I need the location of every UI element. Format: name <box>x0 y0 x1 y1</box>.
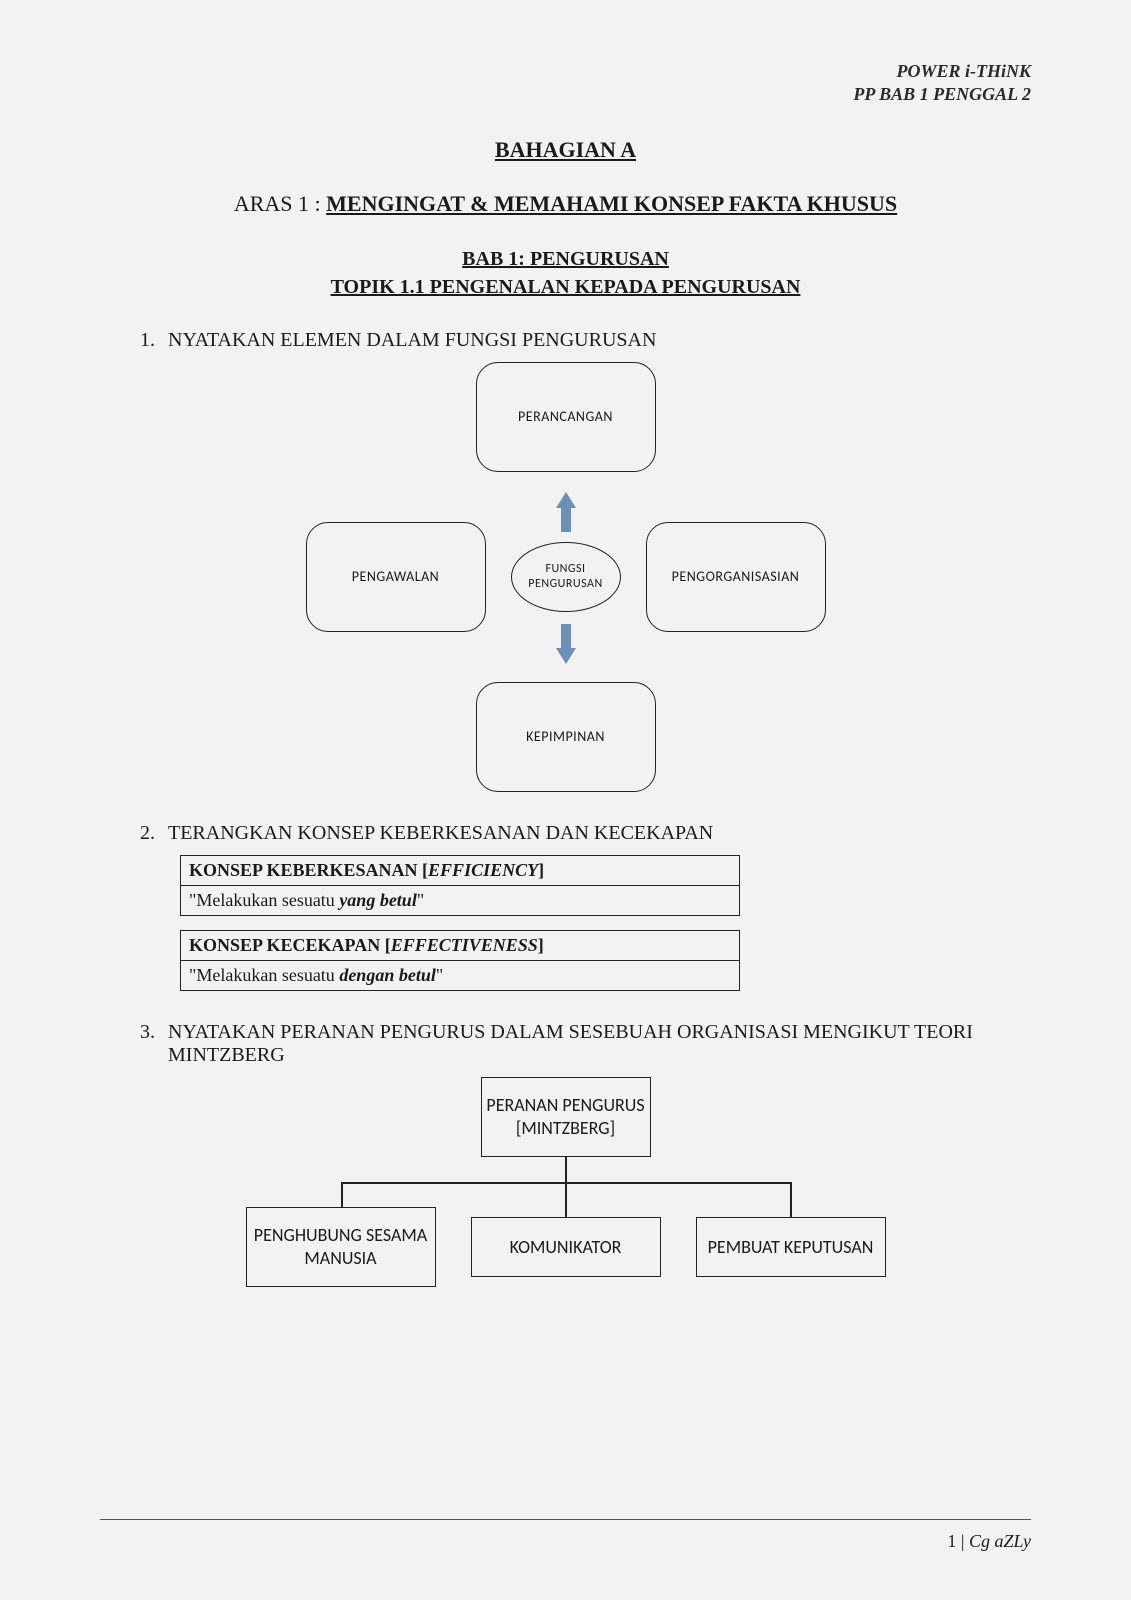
concept-keberkesanan: KONSEP KEBERKESANAN [EFFICIENCY] "Melaku… <box>180 855 740 916</box>
bab-line: BAB 1: PENGURUSAN <box>100 245 1031 273</box>
node-pengawalan: PENGAWALAN <box>306 522 486 632</box>
question-2: 2. TERANGKAN KONSEP KEBERKESANAN DAN KEC… <box>140 822 1031 845</box>
arrow-up-icon <box>556 492 576 532</box>
header-right: POWER i-THiNK PP BAB 1 PENGGAL 2 <box>100 60 1031 107</box>
aras-pre: ARAS 1 : <box>234 191 326 216</box>
concept1-body: "Melakukan sesuatu yang betul" <box>181 886 739 915</box>
connector-line <box>565 1182 567 1217</box>
node-kepimpinan: KEPIMPINAN <box>476 682 656 792</box>
topik-line: TOPIK 1.1 PENGENALAN KEPADA PENGURUSAN <box>100 273 1031 301</box>
connector-line <box>565 1157 567 1182</box>
node-root: PERANAN PENGURUS [MINTZBERG] <box>481 1077 651 1157</box>
signature: Cg aZLy <box>969 1531 1031 1551</box>
node-pengorganisasian: PENGORGANISASIAN <box>646 522 826 632</box>
connector-line <box>341 1182 343 1207</box>
header-line1: POWER i-THiNK <box>100 60 1031 83</box>
node-perancangan: PERANCANGAN <box>476 362 656 472</box>
aras-line: ARAS 1 : MENGINGAT & MEMAHAMI KONSEP FAK… <box>100 191 1031 217</box>
q2-text: TERANGKAN KONSEP KEBERKESANAN DAN KECEKA… <box>168 822 713 845</box>
aras-main: MENGINGAT & MEMAHAMI KONSEP FAKTA KHUSUS <box>326 191 897 216</box>
q3-num: 3. <box>140 1021 168 1067</box>
arrow-down-icon <box>556 624 576 664</box>
footer: 1 | Cg aZLy <box>947 1531 1031 1552</box>
diagram-mintzberg: PERANAN PENGURUS [MINTZBERG] PENGHUBUNG … <box>246 1077 886 1297</box>
concept2-head: KONSEP KECEKAPAN [EFFECTIVENESS] <box>181 931 739 961</box>
concept1-head: KONSEP KEBERKESANAN [EFFICIENCY] <box>181 856 739 886</box>
node-center: FUNGSI PENGURUSAN <box>511 542 621 612</box>
q1-num: 1. <box>140 329 168 352</box>
concept-boxes: KONSEP KEBERKESANAN [EFFICIENCY] "Melaku… <box>180 855 740 991</box>
q2-num: 2. <box>140 822 168 845</box>
concept2-body: "Melakukan sesuatu dengan betul" <box>181 961 739 990</box>
question-3: 3. NYATAKAN PERANAN PENGURUS DALAM SESEB… <box>140 1021 1031 1067</box>
q1-text: NYATAKAN ELEMEN DALAM FUNGSI PENGURUSAN <box>168 329 656 352</box>
header-line2: PP BAB 1 PENGGAL 2 <box>100 83 1031 106</box>
node-penghubung: PENGHUBUNG SESAMA MANUSIA <box>246 1207 436 1287</box>
footer-rule <box>100 1519 1031 1520</box>
q3-text: NYATAKAN PERANAN PENGURUS DALAM SESEBUAH… <box>168 1021 1031 1067</box>
diagram-fungsi-pengurusan: PERANCANGAN PENGAWALAN FUNGSI PENGURUSAN… <box>306 362 826 792</box>
node-komunikator: KOMUNIKATOR <box>471 1217 661 1277</box>
concept-kecekapan: KONSEP KECEKAPAN [EFFECTIVENESS] "Melaku… <box>180 930 740 991</box>
section-title: BAHAGIAN A <box>100 137 1031 163</box>
node-pembuat-keputusan: PEMBUAT KEPUTUSAN <box>696 1217 886 1277</box>
connector-line <box>790 1182 792 1217</box>
question-1: 1. NYATAKAN ELEMEN DALAM FUNGSI PENGURUS… <box>140 329 1031 352</box>
